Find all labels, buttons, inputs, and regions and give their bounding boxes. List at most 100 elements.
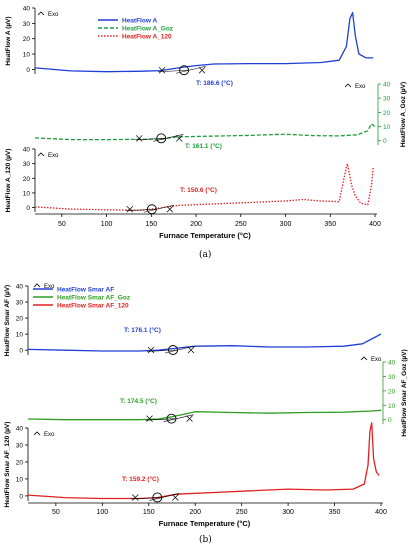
pa-y-tick-label-1-40: 40: [383, 82, 391, 89]
pa-exo-label-2: Exo: [48, 153, 59, 159]
pa-y-tick-label-2-10: 10: [23, 190, 31, 197]
pa-onset-tangent-0: [175, 65, 207, 74]
pb-y-axis-label-1: HeatFlow Smar AF_Goz (µV): [401, 349, 408, 436]
pa-onset-annotation-2: T: 150.6 (°C): [180, 186, 217, 194]
pa-y-tick-label-2-40: 40: [23, 147, 31, 154]
pb-series-line-1: [27, 409, 382, 421]
pb-y-tick-label-0-0: 0: [19, 348, 23, 355]
pa-onset-cross-0-1: [198, 66, 206, 74]
pa-y-tick-label-2-0: 0: [26, 205, 30, 212]
pa-exo-label-1: Exo: [355, 84, 366, 90]
pb-x-tick-label-150: 150: [143, 509, 155, 516]
pb-exo-arrow-icon-1: [360, 356, 368, 361]
pb-exo-label-0: Exo: [44, 284, 55, 290]
pa-y-tick-label-1-20: 20: [383, 110, 391, 117]
pa-x-tick-label-150: 150: [145, 221, 157, 228]
pb-y-tick-label-2-40: 40: [16, 426, 24, 433]
pb-y-tick-label-2-30: 30: [16, 442, 24, 449]
pa-y-tick-label-1-0: 0: [383, 138, 387, 145]
pa-x-axis-label: Furnace Temperature (°C): [159, 231, 251, 240]
pb-exo-label-2: Exo: [44, 432, 55, 438]
pa-legend-entry-1: HeatFlow A_Goz: [122, 26, 174, 33]
pb-y-tick-label-2-0: 0: [19, 493, 23, 500]
pa-series-line-1: [34, 123, 376, 141]
pb-onset-cross-2-1: [172, 494, 179, 501]
pb-onset-tangent-1: [163, 414, 194, 422]
pb-x-tick-label-250: 250: [236, 509, 248, 516]
pa-exo-arrow-icon-2: [37, 152, 45, 157]
pa-y-axis-label-1: HeatFlow A_Goz (µV): [400, 82, 407, 147]
pa-exo-arrow-icon-1: [344, 83, 352, 88]
pa-y-axis-label-2: HeatFlow A_120 (µV): [5, 149, 12, 213]
pa-x-tick-label-250: 250: [235, 221, 247, 228]
pa-onset-cross-2-0: [126, 205, 134, 213]
pb-y-axis-label-0: HeatFlow Smar AF (µV): [4, 285, 11, 356]
pa-y-tick-label-0-0: 0: [26, 67, 30, 74]
pb-exo-label-1: Exo: [371, 357, 382, 363]
pa-x-tick-label-300: 300: [280, 221, 292, 228]
pa-onset-cross-1-1: [175, 135, 183, 142]
pa-y-tick-label-0-20: 20: [23, 36, 31, 43]
pa-x-tick-label-200: 200: [190, 221, 202, 228]
pb-y-tick-label-1-20: 20: [388, 388, 396, 395]
pb-y-tick-label-2-10: 10: [16, 476, 24, 483]
pb-onset-cross-2-0: [132, 494, 139, 501]
pb-y-tick-label-1-0: 0: [388, 417, 392, 424]
pa-series-line-0: [34, 11, 374, 73]
pa-y-tick-label-2-30: 30: [23, 161, 31, 168]
pb-onset-annotation-0: T: 176.1 (°C): [124, 326, 161, 334]
pa-exo-arrow-icon-0: [37, 11, 45, 16]
pa-x-tick-label-400: 400: [369, 221, 381, 228]
pa-onset-tangent-2: [143, 204, 174, 213]
pa-x-tick-label-50: 50: [58, 221, 66, 228]
pb-y-tick-label-0-20: 20: [16, 316, 24, 323]
pa-x-tick-label-350: 350: [324, 221, 336, 228]
pb-legend-entry-2: HeatFlow Smar AF_120: [57, 303, 129, 310]
pa-onset-cross-0-0: [158, 66, 166, 74]
pb-x-tick-label-350: 350: [329, 509, 341, 516]
pb-onset-tangent-0: [164, 345, 196, 354]
pb-y-tick-label-0-30: 30: [16, 300, 24, 307]
pb-exo-arrow-icon-2: [33, 431, 41, 436]
pa-onset-tangent-1: [153, 134, 184, 142]
pb-onset-annotation-2: T: 159.2 (°C): [122, 475, 159, 483]
panel-caption-b: (b): [199, 535, 212, 545]
pb-series-line-0: [27, 333, 382, 352]
pb-legend-entry-0: HeatFlow Smar AF: [57, 287, 114, 294]
pa-y-tick-label-0-40: 40: [23, 6, 31, 13]
pb-onset-tangent-2: [149, 493, 180, 501]
pa-y-tick-label-1-30: 30: [383, 96, 391, 103]
pb-onset-annotation-1: T: 174.5 (°C): [120, 397, 157, 405]
pa-x-tick-label-100: 100: [101, 221, 113, 228]
pa-exo-label-0: Exo: [48, 12, 59, 18]
pa-onset-annotation-0: T: 186.6 (°C): [196, 79, 233, 87]
pb-x-tick-label-100: 100: [96, 509, 108, 516]
pb-y-tick-label-1-40: 40: [388, 360, 396, 367]
pb-x-axis-label: Furnace Temperature (°C): [159, 519, 251, 528]
pa-onset-annotation-1: T: 161.1 (°C): [185, 142, 222, 150]
pb-onset-cross-1-1: [186, 415, 193, 422]
pb-y-tick-label-1-30: 30: [388, 374, 396, 381]
pb-y-axis-label-2: HeatFlow Smar AF_120 (µV): [4, 422, 11, 508]
pb-onset-cross-0-1: [187, 346, 195, 354]
pa-y-tick-label-1-10: 10: [383, 124, 391, 131]
pa-onset-cross-2-1: [166, 205, 174, 213]
pa-y-tick-label-0-10: 10: [23, 52, 31, 59]
pb-onset-cross-1-0: [146, 415, 153, 422]
pa-y-axis-label-0: HeatFlow A (µV): [5, 16, 12, 65]
pb-y-tick-label-0-10: 10: [16, 332, 24, 339]
pb-onset-cross-0-0: [147, 346, 155, 354]
pb-exo-arrow-icon-0: [33, 283, 41, 288]
pb-series-line-2: [27, 422, 380, 500]
pa-onset-cross-1-0: [135, 135, 143, 142]
panel-caption-a: (a): [199, 250, 212, 260]
pb-y-tick-label-2-20: 20: [16, 459, 24, 466]
pb-legend-entry-1: HeatFlow Smar AF_Goz: [57, 295, 131, 302]
pb-y-tick-label-0-40: 40: [16, 284, 24, 291]
pb-x-tick-label-200: 200: [189, 509, 201, 516]
pa-y-tick-label-0-30: 30: [23, 21, 31, 28]
pa-legend-entry-0: HeatFlow A: [122, 18, 157, 25]
pb-x-tick-label-50: 50: [52, 509, 60, 516]
